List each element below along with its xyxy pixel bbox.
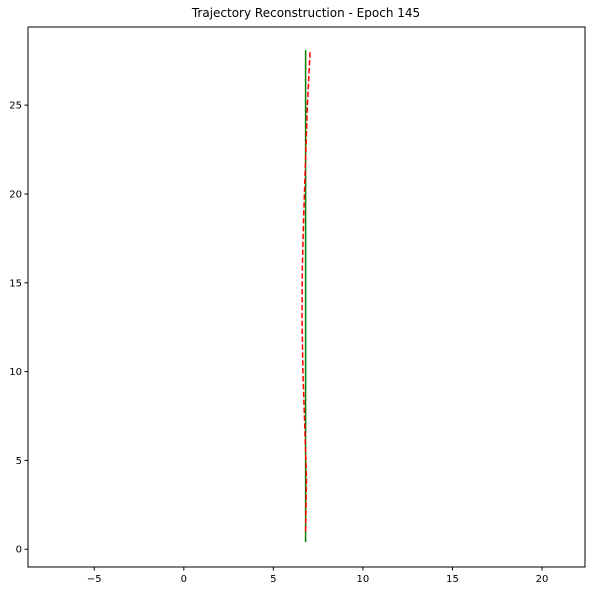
chart-title: Trajectory Reconstruction - Epoch 145 [191, 6, 420, 20]
x-tick-label: −5 [87, 574, 102, 585]
y-tick-label: 5 [16, 456, 22, 467]
y-tick-label: 10 [9, 367, 22, 378]
x-tick-label: 10 [357, 574, 370, 585]
y-tick-label: 20 [9, 189, 22, 200]
series-layer [301, 50, 311, 543]
x-tick-label: 20 [536, 574, 549, 585]
x-tick-label: 0 [181, 574, 187, 585]
x-tick-label: 5 [270, 574, 276, 585]
x-axis-ticks: −5 0 5 10 15 20 [87, 567, 548, 585]
y-tick-label: 0 [16, 545, 22, 556]
series-line-1 [301, 50, 311, 532]
y-axis-ticks: 0 5 10 15 20 25 [9, 101, 28, 556]
plot-frame [27, 26, 586, 568]
y-tick-label: 15 [9, 278, 22, 289]
x-tick-label: 15 [446, 574, 459, 585]
y-tick-label: 25 [9, 101, 22, 112]
